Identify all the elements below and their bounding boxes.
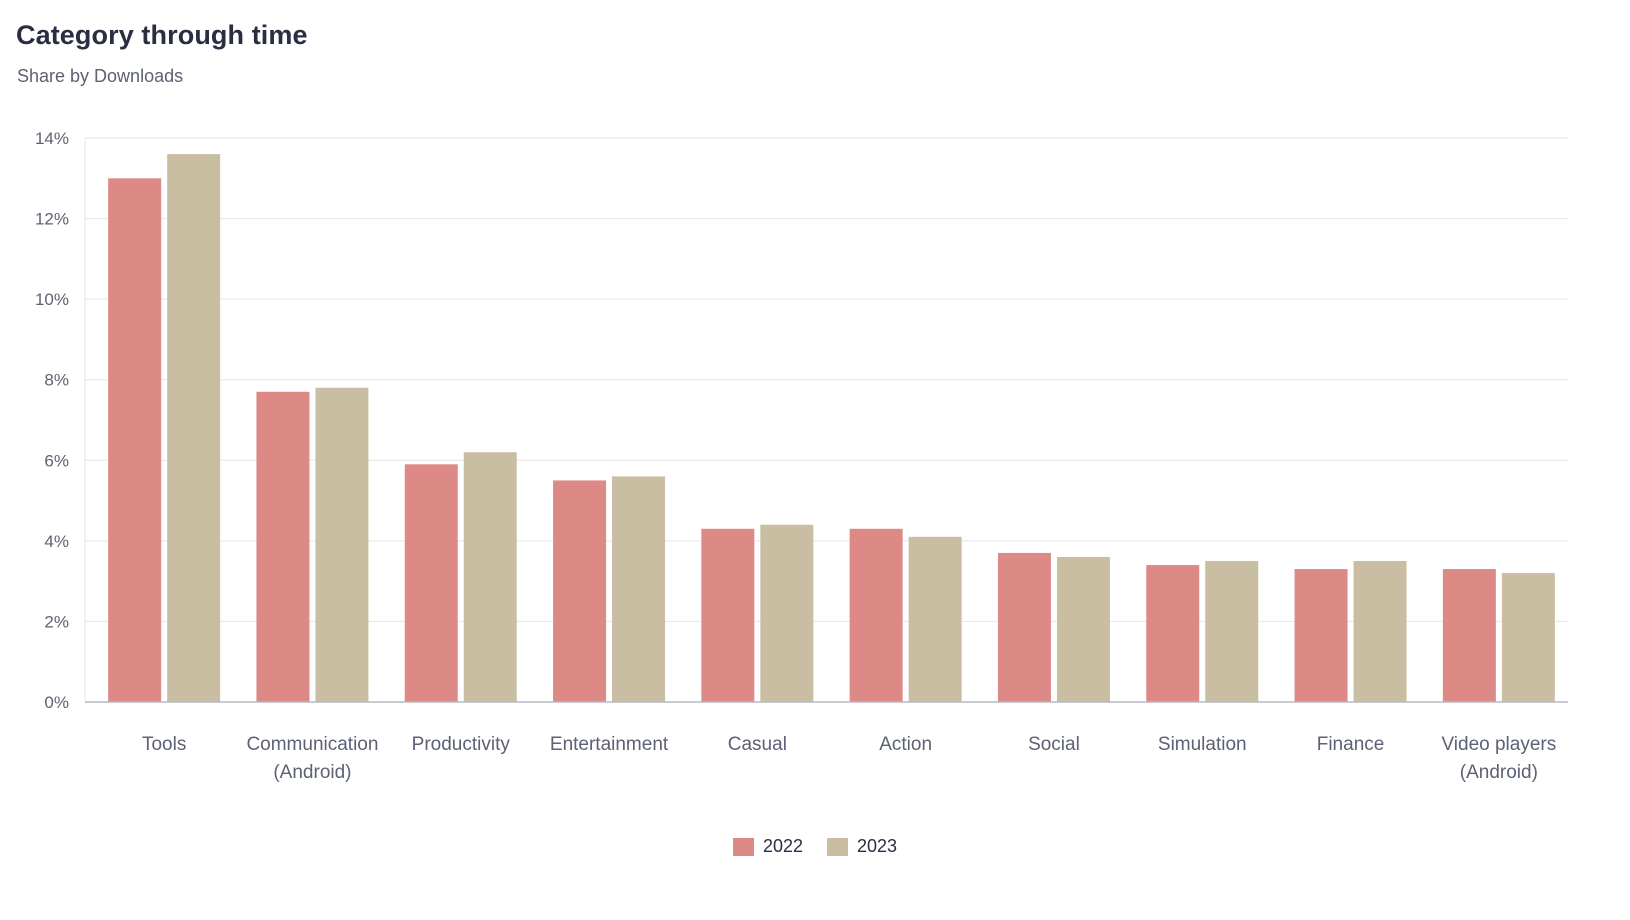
bar-2022	[1294, 569, 1348, 702]
legend-swatch	[732, 837, 754, 856]
bar-2023	[1205, 561, 1259, 702]
y-tick-label: 14%	[35, 129, 69, 148]
chart-legend: 2022 2023	[0, 836, 1630, 857]
bar-2023	[908, 536, 962, 702]
x-tick-label: Finance	[1317, 734, 1385, 755]
x-tick-label: Communication (Android)	[246, 734, 378, 783]
legend-swatch	[827, 837, 848, 856]
bar-2022	[849, 528, 903, 702]
x-tick-label: Action	[879, 734, 932, 755]
bar-2023	[1056, 556, 1110, 702]
y-tick-label: 12%	[35, 210, 69, 229]
bar-2023	[167, 154, 221, 703]
bar-2023	[315, 387, 369, 702]
chart-subtitle: Share by Downloads	[17, 66, 184, 86]
legend-item-2023[interactable]: 2023	[827, 836, 897, 857]
x-tick-label: Social	[1028, 734, 1080, 755]
y-tick-label: 2%	[44, 612, 69, 631]
bar-2023	[760, 524, 814, 702]
bar-2022	[701, 528, 755, 702]
bar-2022	[256, 391, 310, 702]
x-tick-label: Video players (Android)	[1441, 734, 1556, 783]
x-tick-label: Entertainment	[550, 734, 669, 755]
legend-label: 2023	[857, 836, 898, 856]
bar-2022	[404, 464, 458, 702]
bar-2022	[553, 480, 607, 702]
bar-2022	[1146, 565, 1200, 702]
bar-2023	[1501, 573, 1555, 702]
y-tick-label: 10%	[35, 290, 69, 309]
y-tick-label: 0%	[44, 693, 69, 712]
legend-label: 2022	[762, 836, 803, 856]
x-tick-label: Tools	[142, 734, 186, 755]
bar-2022	[997, 552, 1051, 702]
x-tick-label: Casual	[728, 734, 787, 755]
bar-2023	[1353, 561, 1407, 702]
bar-2022	[1442, 569, 1496, 702]
bar-2022	[108, 178, 162, 703]
bar-chart: 0% 2% 4% 6% 8% 10% 12% 14% Tools Communication (An…	[35, 129, 1568, 783]
chart-title: Category through time	[16, 20, 308, 50]
x-tick-label: Productivity	[412, 734, 511, 755]
bar-2023	[463, 452, 517, 702]
x-tick-label: Simulation	[1158, 734, 1247, 755]
y-tick-label: 4%	[44, 532, 69, 551]
y-tick-label: 6%	[44, 451, 69, 470]
legend-item-2022[interactable]: 2022	[732, 836, 803, 857]
bar-2023	[612, 476, 666, 702]
y-tick-label: 8%	[44, 371, 69, 390]
